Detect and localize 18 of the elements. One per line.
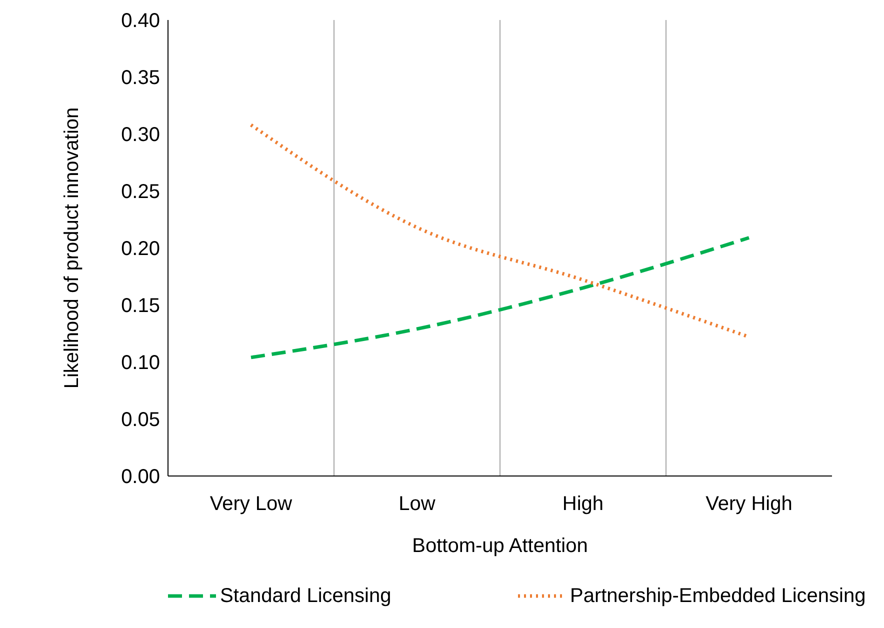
legend-label: Standard Licensing bbox=[220, 585, 392, 607]
y-axis-title: Likelihood of product innovation bbox=[61, 107, 83, 389]
y-tick-label: 0.25 bbox=[121, 181, 160, 203]
x-tick-label: Low bbox=[398, 493, 436, 515]
x-tick-label: Very High bbox=[706, 493, 792, 515]
y-tick-label: 0.00 bbox=[121, 466, 160, 488]
y-tick-label: 0.10 bbox=[121, 352, 160, 374]
x-tick-label: High bbox=[562, 493, 604, 515]
line-series bbox=[249, 236, 751, 360]
y-tick-label: 0.20 bbox=[121, 238, 160, 260]
y-tick-label: 0.40 bbox=[121, 10, 160, 32]
y-tick-label: 0.35 bbox=[121, 67, 160, 89]
y-tick-label: 0.30 bbox=[121, 124, 160, 146]
legend-label: Partnership-Embedded Licensing bbox=[570, 585, 866, 607]
y-tick-label: 0.15 bbox=[121, 295, 160, 317]
y-tick-label: 0.05 bbox=[121, 409, 160, 431]
x-tick-label: Very Low bbox=[210, 493, 293, 515]
x-axis-title: Bottom-up Attention bbox=[412, 535, 588, 557]
